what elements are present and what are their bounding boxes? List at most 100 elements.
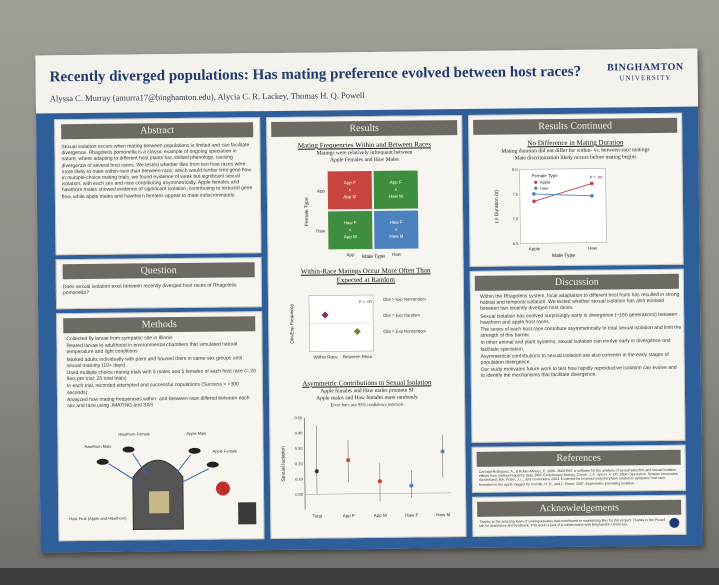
cell-label: Haw M: [389, 194, 403, 199]
label-hawthorn-male: Hawthorn Male: [84, 444, 112, 449]
arrow: [108, 463, 138, 482]
data-point: [532, 199, 536, 204]
y-tick-label: 0.50: [294, 415, 303, 420]
cell-label: App M: [344, 234, 357, 239]
methods-heading: Methods: [63, 316, 256, 334]
legend-entry: Obs = Exp Random: [383, 312, 420, 317]
methods-bullet: Used multiple choice mating trials with …: [67, 368, 258, 382]
poster-title: Recently diverged populations: Has matin…: [49, 63, 582, 86]
data-point: [314, 469, 319, 474]
apple-icon: [215, 481, 230, 496]
series-line: [533, 183, 592, 202]
series-line: [533, 193, 592, 197]
discussion-list: Within the Rhagoletis system, local adap…: [473, 292, 682, 380]
grid-cell: [374, 210, 419, 249]
discussion-box: Discussion Within the Rhagoletis system,…: [469, 268, 686, 443]
error-bar: [316, 425, 318, 495]
methods-bullet: Analyzed how mating frequencies within- …: [67, 395, 258, 409]
col-label: Haw: [392, 252, 402, 257]
methods-box: Methods Collected fly larvae from sympat…: [56, 311, 265, 542]
fig3-caption3: Error bars are 95% confidence intervals: [330, 401, 404, 408]
data-point: [377, 479, 382, 484]
chamber-opening: [148, 491, 170, 514]
duration-caption2: Mate discrimination likely occurs before…: [514, 154, 637, 162]
x-tick-label: Haw M: [436, 512, 450, 517]
methods-bullet: Reared larvae to adulthood in environmen…: [66, 341, 257, 356]
logo-sub: UNIVERSITY: [619, 73, 672, 83]
research-poster: Recently diverged populations: Has matin…: [35, 48, 703, 553]
grid-cell: [327, 170, 373, 210]
methods-text: Collected fly larvae from sympatric site…: [59, 334, 258, 418]
cell-label: Haw M: [389, 234, 403, 239]
results-continued-box: Results Continued No Difference in Matin…: [468, 112, 684, 267]
y-tick-label: 8.0: [512, 167, 518, 172]
cell-label: x: [395, 187, 398, 192]
references-box: References Carvajal-Rodriguez, A., & Rol…: [471, 444, 687, 493]
y-tick-label: 0.00: [295, 492, 304, 497]
sexual-isolation-chart: 0.00 0.10 0.20 0.30 0.40 0.50 Total App F App M H…: [281, 415, 452, 519]
references-text: Carvajal-Rodriguez, A., & Rolan-Alvarez,…: [478, 467, 679, 487]
y-axis: [303, 417, 306, 510]
cell-label: Haw F: [344, 220, 357, 225]
fig2-title2: Expected at Random: [336, 275, 395, 285]
logo-main: BINGHAMTON: [607, 61, 684, 74]
cell-label: App F: [390, 180, 402, 185]
label-apple-male: Apple Male: [186, 431, 207, 436]
poster-authors: Alyssa C. Murray (amurra17@binghamton.ed…: [49, 90, 365, 104]
poster-body: Abstract Sexual isolation occurs when ma…: [36, 106, 703, 553]
discussion-bullet: Our study motivates future work to test …: [481, 365, 682, 380]
arrow: [174, 454, 192, 476]
grid-cell: [373, 170, 419, 209]
x-tick-label: Haw: [588, 246, 598, 251]
plot-area: [519, 168, 607, 244]
row-label: Haw: [316, 228, 326, 233]
hawthorn-photo: [238, 502, 257, 525]
methods-list: Collected fly larvae from sympatric site…: [59, 334, 258, 409]
abstract-heading: Abstract: [61, 122, 254, 140]
x-tick-label: Total: [312, 514, 322, 519]
zero-line: [305, 492, 452, 495]
methods-bullet: In each trial, recorded attempted and su…: [67, 382, 258, 396]
data-point: [346, 458, 351, 463]
fig2-ylabel: Obs/Exp Frequency: [289, 303, 294, 344]
question-heading: Question: [62, 262, 255, 280]
discussion-bullet: The sexes of each host race contribute a…: [480, 325, 681, 340]
fly-icon: [188, 447, 201, 454]
data-point: [321, 311, 329, 319]
cell-label: x: [349, 227, 352, 232]
question-box: Question Does sexual isolation exist bet…: [55, 257, 263, 310]
x-tick-label: App M: [374, 513, 387, 518]
cell-label: App F: [344, 180, 356, 185]
results-box: Results Mating Frequencies Within and Be…: [266, 115, 467, 540]
data-point: [440, 449, 445, 454]
label-hawthorn-female: Hawthorn Female: [118, 431, 150, 436]
discussion-bullet: Asymmetrical contributions to sexual iso…: [481, 352, 682, 367]
nsf-logo-icon: [669, 517, 680, 528]
y-tick-label: 6.5: [513, 241, 519, 246]
mating-chamber-figure: Hawthorn Male Hawthorn Female Apple Male…: [62, 418, 260, 537]
fig4-stats: P = .00: [590, 175, 604, 180]
x-tick-label: Within Race: [313, 354, 338, 359]
abstract-text: Sexual isolation occurs when mating betw…: [61, 142, 253, 200]
legend-entry: Obs < Exp Nonrandom: [383, 328, 426, 333]
fig3-ylabel: Sexual Isolation: [281, 446, 287, 482]
results-heading: Results: [271, 120, 458, 138]
col-label: App: [346, 252, 355, 257]
references-heading: References: [476, 449, 681, 467]
cell-label: x: [349, 187, 352, 192]
reference-line: [309, 322, 374, 324]
results-continued-heading: Results Continued: [473, 117, 678, 135]
fig1-caption2: Apple Females and Haw Males: [329, 156, 400, 164]
discussion-bullet: Sexual isolation has evolved surprisingl…: [480, 311, 681, 326]
data-point: [532, 192, 536, 196]
fly-icon: [122, 446, 135, 453]
methods-bullet: Marked adults individually with paint an…: [67, 355, 258, 369]
fig1-xlabel: Male Type: [362, 254, 385, 260]
label-apple-female: Apple Female: [213, 448, 239, 453]
y-tick-label: 7.0: [513, 216, 519, 221]
discussion-bullet: In other animal and plant systems, sexua…: [480, 338, 681, 353]
acknowledgements-heading: Acknowledgements: [477, 499, 682, 517]
x-tick-label: Apple: [529, 246, 541, 251]
